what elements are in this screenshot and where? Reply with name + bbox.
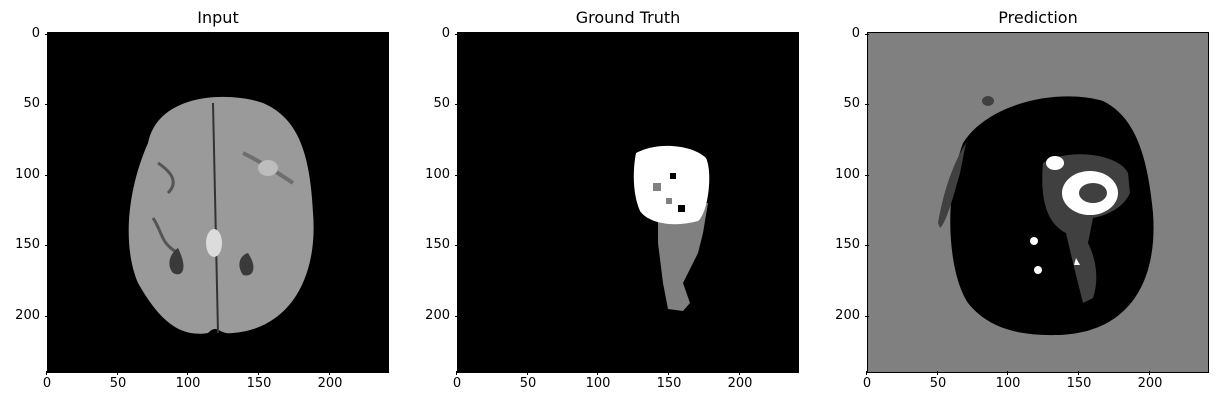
- x-tick-label: 50: [98, 371, 138, 391]
- y-tick-label: 100: [410, 167, 459, 182]
- x-tick-label: 200: [310, 371, 350, 391]
- x-tick-label: 100: [988, 371, 1028, 391]
- y-tick-label: 50: [410, 96, 459, 111]
- x-tick-label: 50: [918, 371, 958, 391]
- y-tick-label: 150: [0, 237, 49, 252]
- panel-title: Ground Truth: [575, 8, 681, 27]
- y-tick-label: 0: [0, 26, 49, 41]
- y-tick-label: 150: [410, 237, 459, 252]
- x-tick-label: 0: [27, 371, 67, 391]
- x-tick-label: 100: [168, 371, 208, 391]
- x-tick-label: 150: [239, 371, 279, 391]
- y-tick-label: 100: [820, 167, 869, 182]
- y-tick-label: 150: [820, 237, 869, 252]
- y-tick-label: 50: [0, 96, 49, 111]
- ground-truth-image: [457, 32, 799, 373]
- x-tick-label: 100: [578, 371, 618, 391]
- x-tick-label: 0: [437, 371, 477, 391]
- y-tick-label: 200: [820, 308, 869, 323]
- y-tick-label: 200: [0, 308, 49, 323]
- x-tick-label: 200: [720, 371, 760, 391]
- x-tick-label: 200: [1130, 371, 1170, 391]
- panel-title: Input: [197, 8, 239, 27]
- y-tick-label: 0: [820, 26, 869, 41]
- panel-input: Input 0 50 100 150 200 0 50 100 150 200: [0, 0, 400, 407]
- prediction-image: [867, 32, 1209, 373]
- mri-input-image: [47, 32, 389, 373]
- x-tick-label: 50: [508, 371, 548, 391]
- y-tick-label: 100: [0, 167, 49, 182]
- x-tick-label: 150: [1059, 371, 1099, 391]
- y-tick-label: 50: [820, 96, 869, 111]
- panel-ground-truth: Ground Truth 0 50 100 150 200 0 50 100 1…: [410, 0, 810, 407]
- panel-title: Prediction: [998, 8, 1078, 27]
- panel-prediction: Prediction 0 50 100 150 200 0 50 100 150…: [820, 0, 1220, 407]
- y-tick-label: 0: [410, 26, 459, 41]
- y-tick-label: 200: [410, 308, 459, 323]
- x-tick-label: 150: [649, 371, 689, 391]
- x-tick-label: 0: [847, 371, 887, 391]
